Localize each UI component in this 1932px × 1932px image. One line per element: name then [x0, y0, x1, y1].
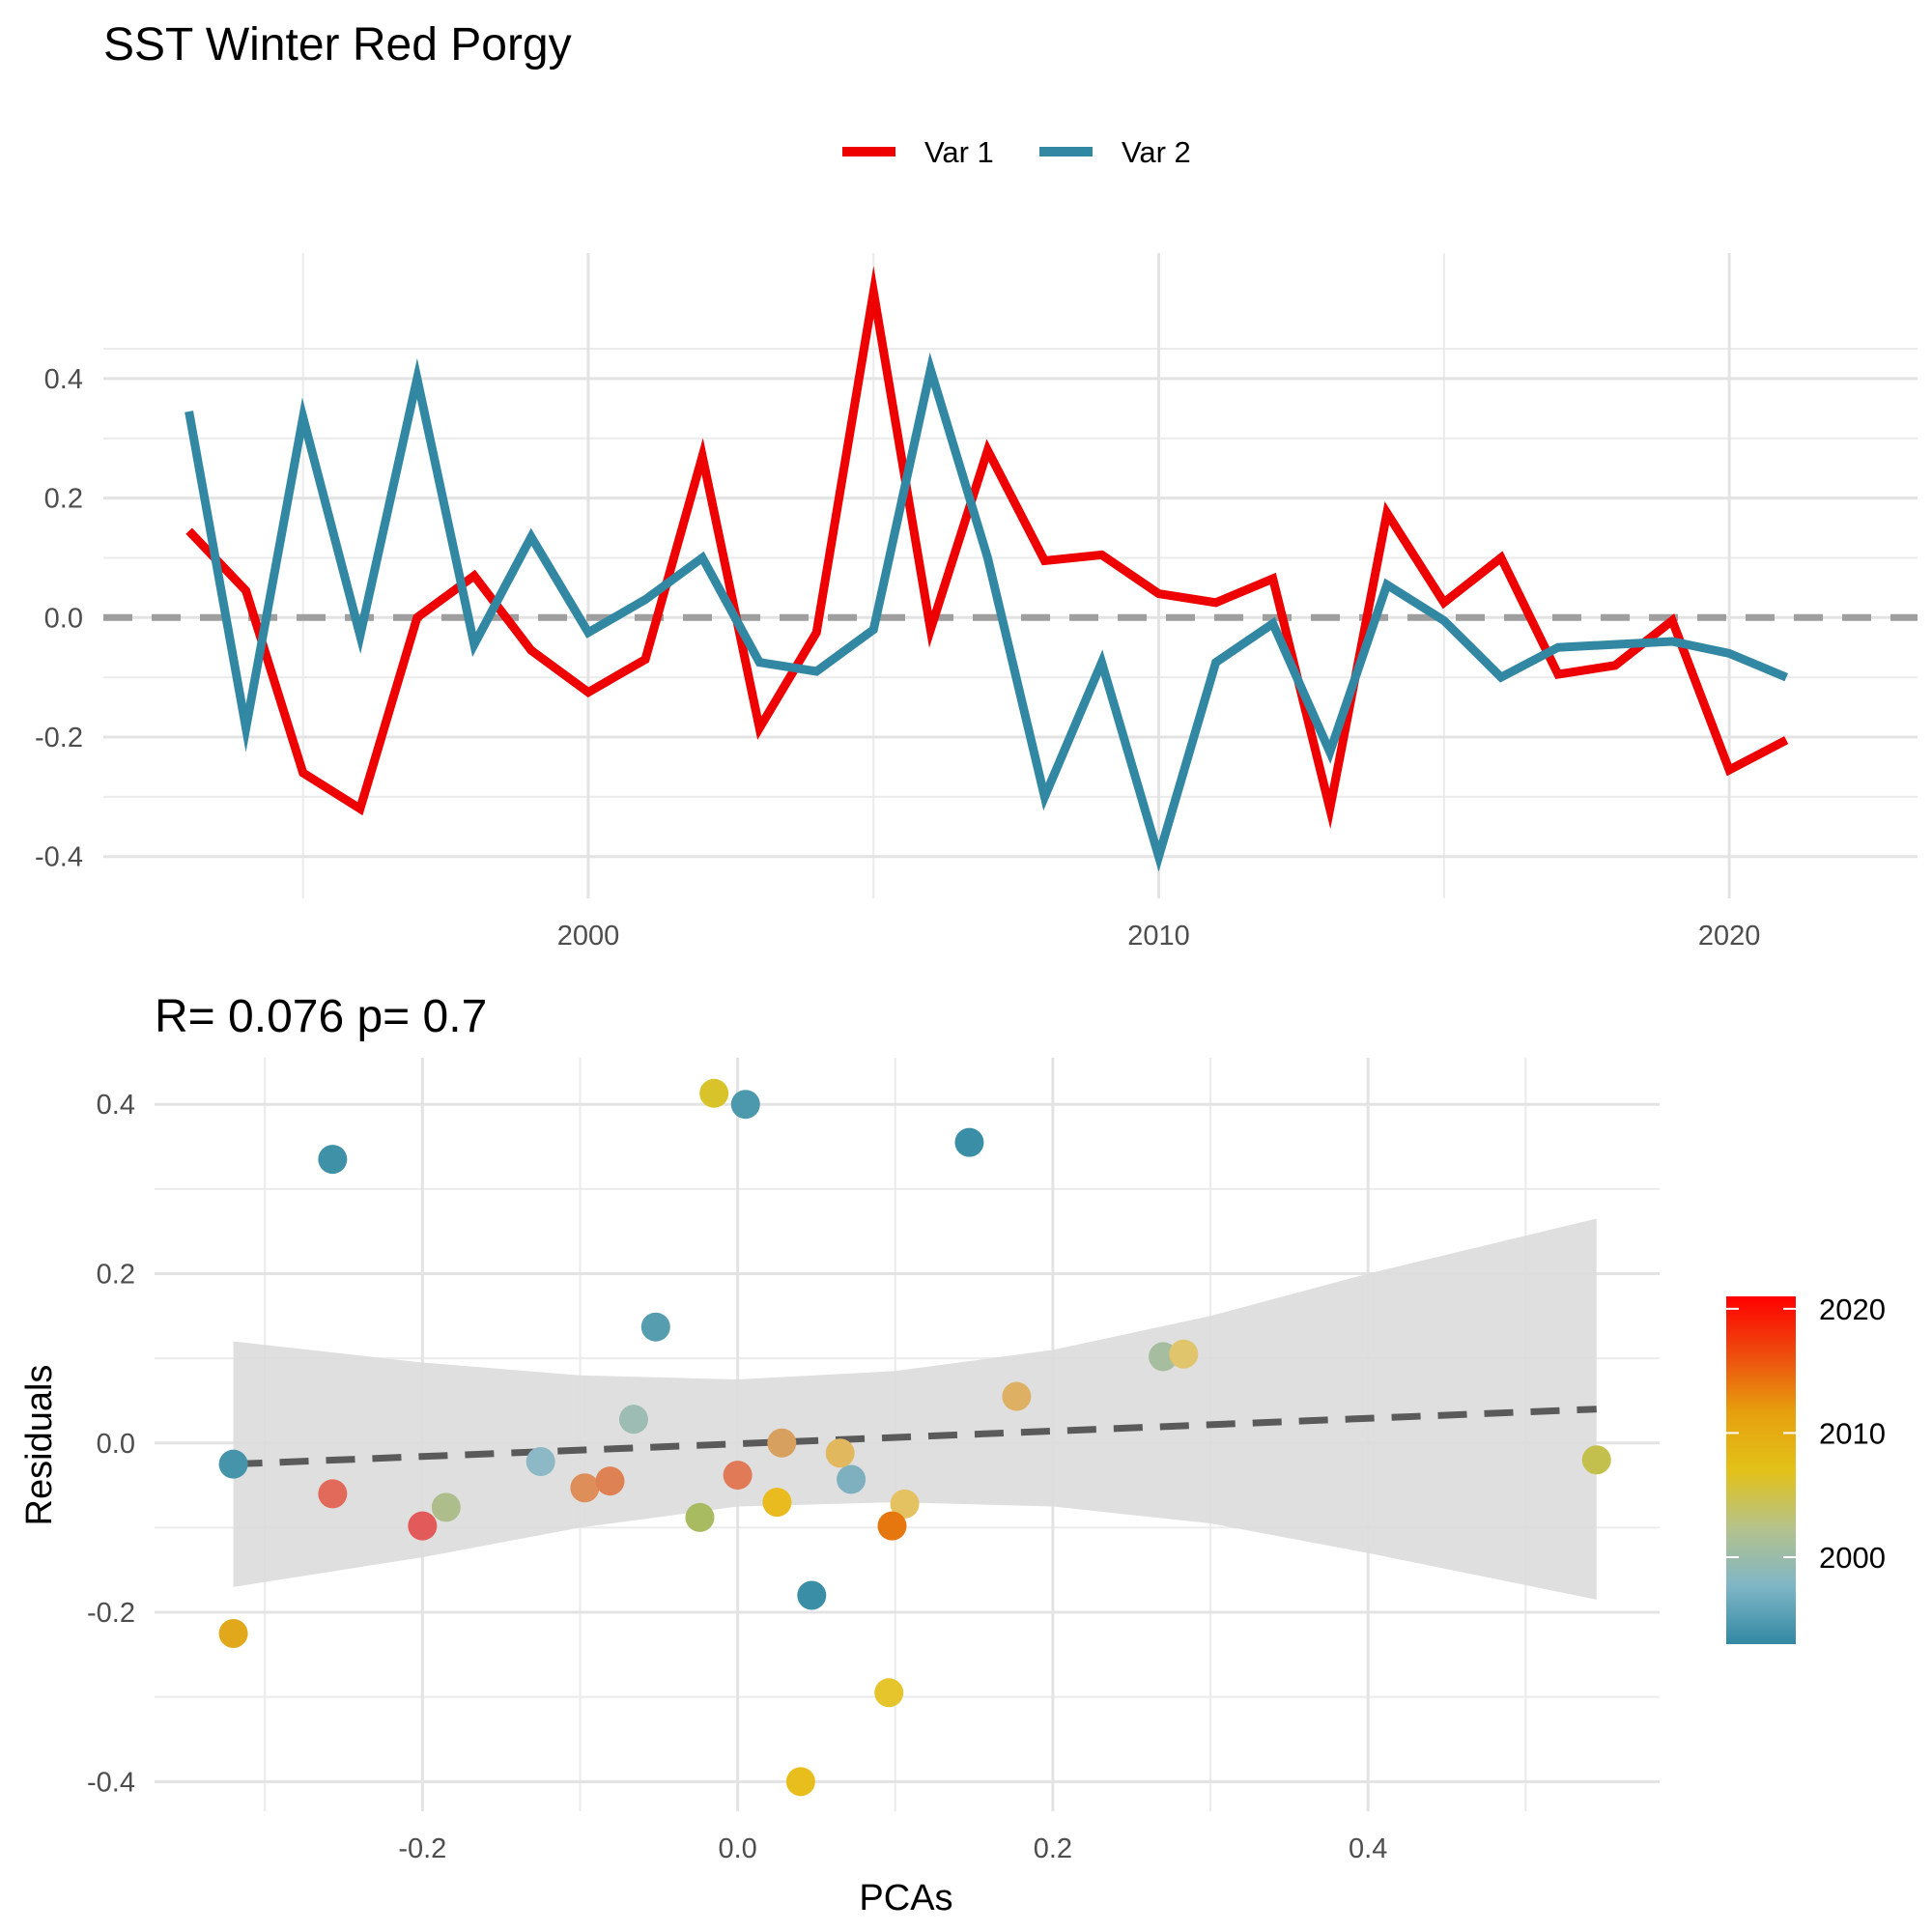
top-x-tick-label: 2010 [1127, 921, 1190, 952]
top-y-tick-label: -0.2 [35, 723, 83, 753]
scatter-point [723, 1461, 753, 1491]
top-x-tick-label: 2000 [557, 921, 620, 952]
top-y-tick-label: 0.4 [44, 364, 83, 395]
bottom-y-tick-label: 0.2 [97, 1259, 135, 1290]
scatter-point [890, 1489, 920, 1519]
regression-dashed-line [233, 1406, 1597, 1468]
confidence-band [233, 1218, 1597, 1600]
scatter-point [954, 1127, 984, 1157]
bottom-y-tick-label: 0.4 [97, 1090, 135, 1121]
top-series-lines [185, 266, 1789, 872]
scatter-point [762, 1488, 792, 1518]
series-line-var1 [185, 266, 1789, 830]
colorbar-ticks: 2020 2010 2000 [1726, 1293, 1886, 1575]
legend: Var 1 Var 2 [842, 135, 1191, 169]
scatter-point [408, 1511, 438, 1541]
bottom-x-tick-labels: -0.2 0.0 0.2 0.4 [398, 1833, 1387, 1864]
colorbar-label: 2000 [1819, 1541, 1886, 1575]
colorbar [1726, 1296, 1796, 1644]
top-y-tick-label: -0.4 [35, 842, 83, 873]
top-x-tick-labels: 2000 2010 2020 [557, 921, 1761, 952]
series-line-var2 [185, 352, 1788, 872]
y-axis-title: Residuals [19, 1365, 60, 1526]
scatter-point [218, 1618, 248, 1648]
scatter-point [1581, 1445, 1611, 1475]
top-chart-title: SST Winter Red Porgy [103, 19, 572, 71]
bottom-y-tick-label: -0.4 [87, 1767, 135, 1798]
scatter-point [685, 1502, 715, 1532]
bottom-x-tick-label: 0.2 [1034, 1833, 1072, 1864]
scatter-point [874, 1678, 904, 1708]
scatter-point [785, 1767, 815, 1797]
top-x-tick-label: 2020 [1698, 921, 1761, 952]
scatter-point [797, 1580, 827, 1610]
scatter-point [877, 1511, 907, 1541]
scatter-point [318, 1145, 348, 1175]
colorbar-label: 2020 [1819, 1293, 1886, 1326]
legend-label-var1: Var 1 [924, 135, 994, 169]
scatter-point [526, 1447, 555, 1477]
scatter-point [1169, 1339, 1199, 1369]
scatter-point [218, 1449, 248, 1479]
scatter-point [431, 1492, 461, 1522]
scatter-point [837, 1464, 867, 1494]
x-axis-title: PCAs [859, 1878, 952, 1918]
bottom-y-tick-label: -0.2 [87, 1598, 135, 1629]
scatter-point [640, 1312, 670, 1342]
top-y-tick-label: 0.0 [44, 603, 83, 634]
bottom-x-tick-label: -0.2 [398, 1833, 446, 1864]
scatter-point [318, 1479, 348, 1509]
bottom-y-tick-labels: -0.4 -0.2 0.0 0.2 0.4 [87, 1090, 135, 1798]
colorbar-label: 2010 [1819, 1416, 1886, 1450]
confidence-band-area [233, 1218, 1597, 1600]
scatter-point [595, 1466, 625, 1496]
top-y-tick-label: 0.2 [44, 484, 83, 515]
top-y-tick-labels: -0.4 -0.2 0.0 0.2 0.4 [35, 364, 83, 873]
bottom-y-tick-label: 0.0 [97, 1429, 135, 1460]
scatter-point [730, 1090, 760, 1120]
scatter-point [618, 1405, 648, 1435]
scatter-point [825, 1438, 855, 1468]
scatter-point [1002, 1381, 1032, 1411]
scatter-point [767, 1428, 797, 1458]
bottom-x-tick-label: 0.4 [1349, 1833, 1387, 1864]
scatter-points [218, 1078, 1611, 1797]
scatter-point [570, 1473, 600, 1503]
regression-line [233, 1406, 1597, 1468]
bottom-chart-title: R= 0.076 p= 0.7 [155, 991, 487, 1042]
bottom-x-tick-label: 0.0 [718, 1833, 756, 1864]
legend-label-var2: Var 2 [1122, 135, 1191, 169]
scatter-point [699, 1078, 729, 1108]
